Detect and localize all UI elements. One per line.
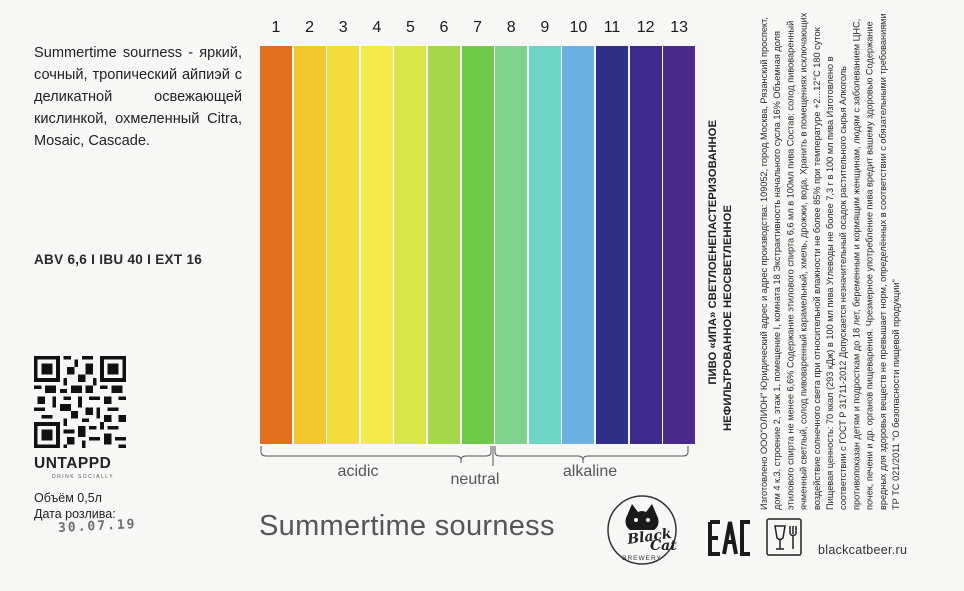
glass-fork-icon	[766, 518, 802, 556]
product-name-line1: ПИВО «ИПА» СВЕТЛОЕНЕПАСТЕРИЗОВАННОЕ	[707, 120, 719, 385]
ph-number: 9	[540, 19, 550, 36]
acidic-bracket	[260, 446, 492, 463]
ph-color-band	[260, 46, 292, 444]
cat-head-icon	[625, 504, 659, 530]
logo-text-brewery: BREWERY	[622, 555, 662, 562]
volume-label: Объём 0,5л	[34, 491, 102, 505]
ph-number: 3	[338, 19, 348, 36]
ph-color-band	[394, 46, 427, 444]
alkaline-label: alkaline	[563, 463, 617, 480]
ph-color-band	[360, 46, 393, 444]
ph-color-band	[629, 46, 662, 444]
ph-number: 4	[372, 19, 382, 36]
untappd-tagline: DRINK SOCIALLY	[52, 474, 115, 480]
ph-number: 5	[405, 19, 415, 36]
ph-number: 13	[670, 19, 689, 36]
ph-color-band	[596, 46, 628, 444]
ph-color-band	[461, 46, 494, 444]
ph-scale: acidic neutral alkaline 1 2 3 4 5 6 7 8 9 10 11 12 1…	[258, 0, 696, 488]
ph-number: 8	[506, 19, 516, 36]
ph-number: 12	[636, 19, 655, 36]
ph-number: 6	[439, 19, 449, 36]
ph-color-band	[293, 46, 326, 444]
untappd-logo: UNTAPPD	[34, 455, 112, 472]
alkaline-bracket	[494, 446, 689, 463]
beer-description: Summertime sourness - яркий, сочный, тро…	[34, 45, 242, 149]
ph-number: 10	[569, 19, 588, 36]
logo-text-cat: Cat	[650, 538, 677, 554]
acidic-label: acidic	[338, 463, 379, 480]
ph-number: 1	[271, 19, 281, 36]
ph-color-band	[495, 46, 528, 444]
legal-text: Изготовлено ООО"ОЛИОН" Юридический адрес…	[759, 12, 902, 510]
ph-color-band	[562, 46, 595, 444]
bottled-label: Дата розлива:	[34, 507, 116, 521]
ph-number: 7	[473, 19, 483, 36]
beer-title: Summertime sourness	[259, 510, 555, 542]
ph-number: 11	[603, 19, 621, 36]
qr-code-icon[interactable]	[34, 356, 126, 448]
ph-scale-brackets: acidic neutral alkaline	[260, 446, 689, 488]
beer-stats: ABV 6,6 I IBU 40 I EXT 16	[34, 252, 203, 267]
neutral-label: neutral	[451, 471, 500, 488]
ph-color-band	[428, 46, 460, 444]
product-name-line2: НЕФИЛЬТРОВАННОЕ НЕОСВЕТЛЕННОЕ	[722, 205, 734, 432]
logo-text-black: Black	[625, 526, 673, 548]
ph-number: 2	[305, 19, 315, 36]
eac-mark-icon	[708, 520, 750, 556]
ph-color-band	[528, 46, 561, 444]
ph-color-band	[327, 46, 360, 444]
bottled-date-stamp: 30.07.19	[57, 516, 137, 537]
website-link[interactable]: blackcatbeer.ru	[818, 543, 908, 557]
ph-color-band	[663, 46, 696, 444]
black-cat-brewery-logo: Black Cat BREWERY	[607, 495, 677, 565]
